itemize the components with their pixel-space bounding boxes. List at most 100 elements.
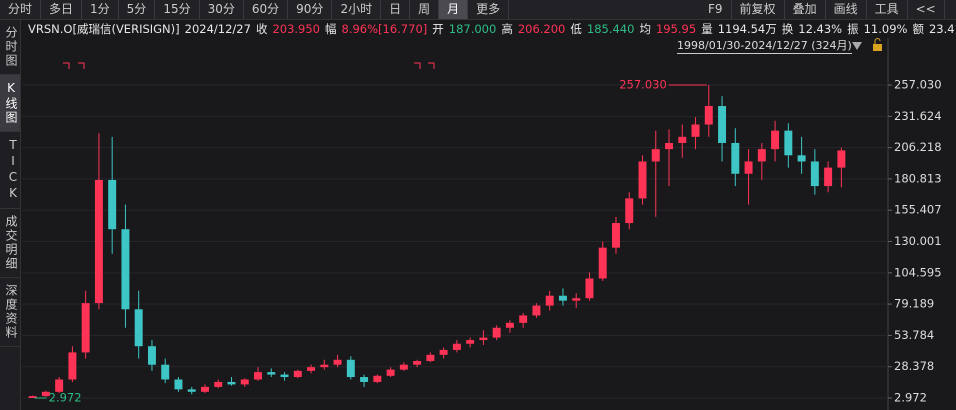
candle-body — [612, 223, 620, 248]
candle-body — [386, 369, 395, 376]
candle-body — [28, 396, 37, 398]
period-button[interactable]: 60分 — [244, 0, 289, 19]
quote-field: 23.41亿 — [928, 22, 956, 36]
sidebar: 分时图 K线图 TICK 成交明细 深度资料 — [0, 20, 21, 410]
quote-field: 幅 — [325, 22, 337, 36]
quote-field: 额 — [912, 22, 924, 36]
date-range[interactable]: 1998/01/30-2024/12/27 (324月) — [677, 39, 852, 54]
toolbar: 分时 多日 1分 5分 15分 30分 60分 90分 2小时日周月更多 F9 前复权 叠加 画线 工具 <… — [0, 0, 956, 20]
candle-body — [797, 155, 806, 162]
period-button[interactable]: 月 — [439, 0, 469, 19]
quote-field: VRSN.O[威瑞信(VERISIGN)] — [28, 22, 180, 36]
sidebar-tab[interactable]: 深度资料 — [0, 278, 20, 347]
period-button[interactable]: 5分 — [119, 0, 156, 19]
tool-button[interactable]: 画线 — [826, 0, 867, 19]
candle-body — [704, 106, 713, 125]
candle-body — [519, 315, 528, 323]
quote-field: 换 — [781, 22, 794, 36]
quote-field: 185.440 — [586, 22, 635, 36]
quote-field: 195.95 — [655, 22, 697, 36]
candle-body — [55, 379, 64, 392]
tool-button[interactable]: F9 — [700, 0, 732, 19]
candle-body — [214, 381, 223, 387]
quote-field: 203.950 — [272, 22, 320, 36]
candle-body — [718, 106, 727, 143]
period-button[interactable]: 1分 — [82, 0, 119, 19]
period-button[interactable]: 更多 — [468, 0, 510, 19]
quote-field: 收 — [255, 22, 268, 36]
candle-body — [532, 305, 541, 316]
quote-field: 量 — [701, 22, 713, 36]
candle-body — [413, 361, 422, 365]
candle-body — [691, 124, 700, 137]
y-tick-label: 2.972 — [894, 390, 927, 404]
sidebar-tab[interactable]: TICK — [0, 132, 20, 209]
candle-body — [638, 161, 647, 199]
candle-body — [545, 295, 554, 306]
candle-body — [784, 130, 793, 156]
quote-field: 开 — [432, 22, 444, 36]
period-button[interactable]: 90分 — [288, 0, 333, 19]
candle-body — [837, 150, 846, 168]
candle-body — [267, 372, 276, 375]
candle-body — [452, 343, 461, 350]
candle-body — [161, 364, 170, 380]
candle-body — [824, 167, 833, 187]
quote-field: 低 — [570, 22, 582, 36]
candle-body — [108, 179, 117, 230]
period-button[interactable]: 分时 — [0, 0, 42, 19]
quote-field: 11.09% — [863, 22, 908, 36]
period-buttons: 分时 多日 1分 5分 15分 30分 60分 90分 2小时日周月更多 — [0, 0, 510, 19]
quote-field: 206.200 — [517, 22, 566, 36]
candle-body — [307, 367, 316, 371]
y-tick-label: 180.813 — [894, 171, 942, 185]
y-tick-label: 28.378 — [894, 359, 934, 373]
candle-body — [68, 352, 77, 380]
quote-field: 187.000 — [448, 22, 497, 36]
quote-field: 2024/12/27 — [184, 22, 251, 36]
candle-body — [598, 247, 607, 279]
candle-body — [280, 374, 289, 378]
range-dropdown[interactable] — [852, 42, 862, 50]
period-button[interactable]: 周 — [410, 0, 440, 19]
candle-body — [333, 359, 342, 365]
candle-body — [585, 278, 594, 299]
candle-body — [810, 161, 819, 187]
candle-body — [81, 303, 90, 353]
sidebar-tab[interactable]: 分时图 — [0, 20, 20, 75]
period-button[interactable]: 日 — [381, 0, 411, 19]
tool-button[interactable]: 叠加 — [785, 0, 826, 19]
lock-icon[interactable] — [873, 44, 882, 51]
candle-body — [439, 349, 448, 355]
quote-field: 1194.54万 — [717, 22, 777, 36]
candle-body — [41, 391, 50, 397]
period-button[interactable]: 2小时 — [332, 0, 382, 19]
period-button[interactable]: 多日 — [41, 0, 83, 19]
sidebar-tab[interactable]: K线图 — [0, 75, 20, 132]
candle-body — [651, 149, 660, 162]
candle-body — [771, 130, 780, 150]
quote-field: 12.43% — [798, 22, 843, 36]
candle-body — [121, 229, 130, 310]
candle-body — [505, 322, 514, 328]
candle-body — [731, 142, 740, 174]
y-tick-label: 231.624 — [894, 109, 942, 123]
tool-button[interactable]: << — [908, 0, 945, 19]
candle-body — [572, 298, 581, 301]
candle-body — [678, 136, 687, 143]
candle-body — [293, 370, 302, 378]
y-tick-label: 79.189 — [894, 297, 934, 311]
period-button[interactable]: 15分 — [155, 0, 200, 19]
sidebar-tab[interactable]: 成交明细 — [0, 209, 20, 278]
period-button[interactable]: 30分 — [200, 0, 244, 19]
candle-body — [254, 372, 262, 380]
quote-field: 均 — [639, 22, 651, 36]
candle-body — [479, 337, 488, 341]
candle-body — [492, 327, 501, 338]
candle-body — [665, 142, 673, 150]
tool-button[interactable]: 前复权 — [732, 0, 785, 19]
tool-button[interactable]: 工具 — [867, 0, 908, 19]
event-markers — [63, 62, 435, 69]
